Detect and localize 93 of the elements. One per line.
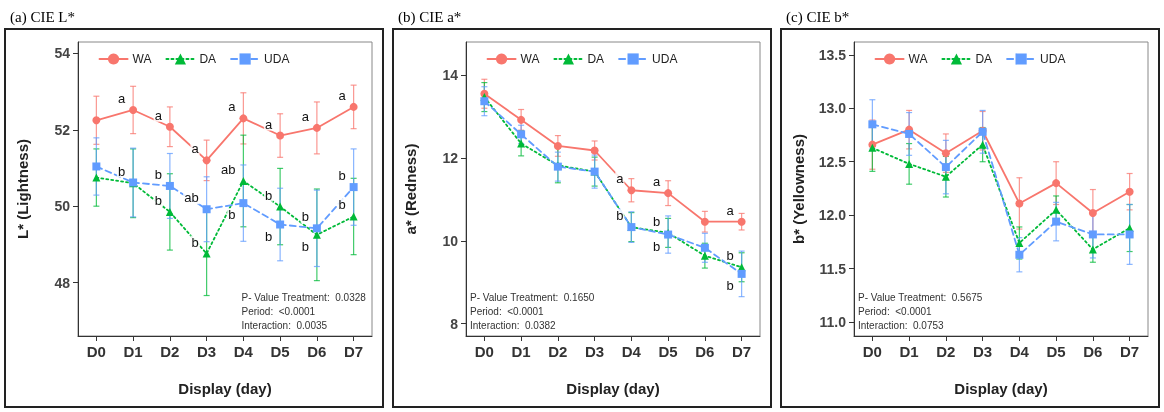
chart-title: (a) CIE L* bbox=[9, 8, 76, 27]
annotation: a bbox=[264, 116, 273, 132]
annotation: a bbox=[154, 107, 163, 123]
annotation: a bbox=[726, 202, 735, 218]
y-tick-label: 12 bbox=[442, 149, 459, 166]
annotation: b bbox=[338, 197, 346, 213]
annotation: Interaction: 0.0753 bbox=[858, 319, 945, 331]
legend-label: UDA bbox=[264, 52, 290, 66]
annotation: b bbox=[652, 213, 661, 229]
legend-label: WA bbox=[132, 52, 152, 66]
legend-label: UDA bbox=[652, 52, 678, 66]
x-axis-title: Display (day) bbox=[954, 380, 1048, 397]
x-tick-label: D3 bbox=[585, 343, 605, 360]
annotation: b bbox=[726, 248, 734, 264]
legend-label: WA bbox=[520, 52, 540, 66]
annotation: Interaction: 0.0382 bbox=[470, 319, 557, 331]
x-tick-label: D1 bbox=[123, 343, 143, 360]
legend-label: UDA bbox=[1040, 52, 1066, 66]
annotation: Period: <0.0001 bbox=[470, 305, 545, 317]
x-tick-label: D0 bbox=[86, 343, 106, 360]
annotation: b bbox=[264, 187, 273, 203]
x-tick-label: D5 bbox=[1046, 343, 1066, 360]
y-tick-label: 12.0 bbox=[818, 207, 847, 224]
x-tick-label: D4 bbox=[1009, 343, 1030, 360]
legend-label: WA bbox=[908, 52, 928, 66]
annotation: a bbox=[338, 87, 347, 103]
y-tick-label: 48 bbox=[54, 274, 71, 291]
annotation: a bbox=[191, 141, 200, 157]
legend-label: DA bbox=[587, 52, 605, 66]
x-tick-label: D4 bbox=[233, 343, 254, 360]
legend-label: DA bbox=[975, 52, 993, 66]
x-axis-title: Display (day) bbox=[178, 380, 272, 397]
x-tick-label: D1 bbox=[511, 343, 531, 360]
annotation: P- Value Treatment: 0.5675 bbox=[858, 291, 983, 303]
x-tick-label: D0 bbox=[862, 343, 882, 360]
x-tick-label: D7 bbox=[344, 343, 364, 360]
annotation: a bbox=[117, 90, 126, 106]
annotation: P- Value Treatment: 0.1650 bbox=[470, 291, 595, 303]
annotation: Interaction: 0.0035 bbox=[241, 319, 328, 331]
annotation: b bbox=[228, 207, 236, 223]
annotation: ab bbox=[184, 190, 199, 206]
y-axis-title: a* (Redness) bbox=[402, 143, 419, 235]
annotation: b bbox=[726, 277, 734, 293]
x-tick-label: D6 bbox=[1083, 343, 1103, 360]
annotation: a bbox=[301, 108, 310, 124]
annotation: b bbox=[301, 209, 309, 225]
y-tick-label: 13.0 bbox=[818, 100, 847, 117]
y-tick-label: 12.5 bbox=[818, 153, 847, 170]
y-tick-label: 11.5 bbox=[819, 260, 847, 277]
y-tick-label: 50 bbox=[54, 198, 71, 215]
x-tick-label: D5 bbox=[658, 343, 678, 360]
annotation: a bbox=[616, 171, 625, 187]
x-tick-label: D2 bbox=[936, 343, 956, 360]
annotation: P- Value Treatment: 0.0328 bbox=[241, 291, 367, 303]
annotation: b bbox=[264, 228, 273, 244]
annotation: ab bbox=[220, 161, 236, 177]
y-tick-label: 10 bbox=[442, 232, 459, 249]
x-tick-label: D6 bbox=[307, 343, 327, 360]
y-tick-label: 11.0 bbox=[819, 314, 847, 331]
annotation: a bbox=[228, 99, 237, 115]
x-tick-label: D5 bbox=[270, 343, 290, 360]
x-tick-label: D7 bbox=[732, 343, 752, 360]
annotation: Period: <0.0001 bbox=[858, 305, 933, 317]
x-tick-label: D3 bbox=[973, 343, 993, 360]
annotation: b bbox=[301, 238, 309, 254]
x-tick-label: D3 bbox=[197, 343, 217, 360]
y-tick-label: 13.5 bbox=[818, 46, 847, 63]
annotation: b bbox=[652, 238, 661, 254]
x-tick-label: D4 bbox=[621, 343, 642, 360]
annotation: b bbox=[338, 168, 346, 184]
y-tick-label: 52 bbox=[54, 121, 71, 138]
x-tick-label: D6 bbox=[695, 343, 715, 360]
y-axis-title: L* (Lightness) bbox=[14, 139, 31, 239]
x-axis-title: Display (day) bbox=[566, 380, 660, 397]
annotation: b bbox=[616, 208, 624, 224]
x-tick-label: D2 bbox=[548, 343, 568, 360]
annotation: b bbox=[154, 192, 162, 208]
annotation: b bbox=[191, 234, 199, 250]
x-tick-label: D2 bbox=[160, 343, 180, 360]
y-axis-title: b* (Yellowness) bbox=[790, 133, 807, 245]
x-tick-label: D7 bbox=[1120, 343, 1140, 360]
chart-title: (c) CIE b* bbox=[785, 8, 851, 27]
annotation: b bbox=[154, 166, 162, 182]
annotation: Period: <0.0001 bbox=[241, 305, 316, 317]
x-tick-label: D0 bbox=[474, 343, 494, 360]
annotation: a bbox=[652, 174, 661, 190]
annotation: b bbox=[117, 163, 126, 179]
y-tick-label: 14 bbox=[442, 67, 459, 84]
legend-label: DA bbox=[199, 52, 217, 66]
chart-title: (b) CIE a* bbox=[397, 8, 463, 27]
y-tick-label: 54 bbox=[54, 45, 71, 62]
y-tick-label: 8 bbox=[450, 315, 459, 332]
x-tick-label: D1 bbox=[899, 343, 919, 360]
